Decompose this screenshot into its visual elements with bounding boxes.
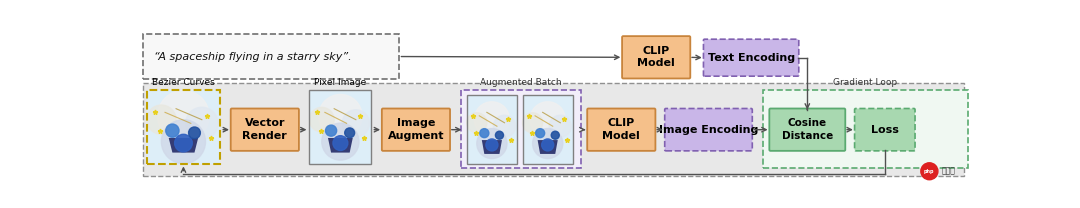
Bar — [309, 90, 372, 163]
Text: Image Encoding: Image Encoding — [659, 125, 758, 135]
Bar — [762, 90, 968, 168]
Text: Pixel Image: Pixel Image — [314, 78, 366, 87]
Circle shape — [494, 115, 515, 137]
Circle shape — [175, 134, 192, 152]
Circle shape — [542, 139, 554, 151]
Bar — [143, 83, 964, 176]
Circle shape — [345, 128, 354, 138]
FancyBboxPatch shape — [622, 36, 690, 78]
Circle shape — [550, 115, 571, 137]
Bar — [147, 90, 220, 163]
FancyBboxPatch shape — [588, 109, 656, 151]
Circle shape — [309, 107, 334, 132]
Circle shape — [474, 102, 510, 137]
Text: Loss: Loss — [870, 125, 899, 135]
Circle shape — [551, 131, 559, 139]
Text: Bezier Curves: Bezier Curves — [152, 78, 215, 87]
Text: Augmented Batch: Augmented Batch — [480, 78, 562, 87]
FancyBboxPatch shape — [769, 109, 846, 151]
Circle shape — [325, 125, 337, 136]
FancyBboxPatch shape — [382, 109, 450, 151]
Bar — [523, 95, 572, 164]
Circle shape — [530, 102, 565, 137]
FancyBboxPatch shape — [231, 109, 299, 151]
Text: CLIP
Model: CLIP Model — [637, 46, 675, 68]
Bar — [467, 95, 517, 164]
FancyBboxPatch shape — [703, 39, 799, 76]
Text: Gradient Loop: Gradient Loop — [834, 78, 897, 87]
Circle shape — [319, 94, 362, 137]
Polygon shape — [328, 138, 353, 153]
Circle shape — [921, 163, 937, 180]
FancyBboxPatch shape — [664, 109, 753, 151]
Text: “A spaceship flying in a starry sky”.: “A spaceship flying in a starry sky”. — [154, 52, 352, 62]
Circle shape — [536, 129, 544, 138]
Circle shape — [467, 113, 487, 133]
Polygon shape — [538, 140, 557, 154]
Bar — [309, 90, 372, 163]
Circle shape — [532, 129, 563, 158]
Text: Cosine
Distance: Cosine Distance — [782, 119, 833, 141]
Circle shape — [342, 110, 369, 137]
Circle shape — [333, 136, 348, 150]
Text: Image
Augment: Image Augment — [388, 119, 444, 141]
Circle shape — [165, 124, 179, 137]
Bar — [523, 95, 572, 164]
Text: Text Encoding: Text Encoding — [707, 53, 795, 63]
Text: php: php — [924, 169, 934, 174]
Bar — [467, 95, 517, 164]
Bar — [460, 90, 581, 168]
Text: Vector
Render: Vector Render — [242, 119, 287, 141]
Circle shape — [496, 131, 503, 139]
Text: CLIP
Model: CLIP Model — [603, 119, 640, 141]
Circle shape — [486, 139, 498, 151]
Circle shape — [189, 127, 201, 139]
Circle shape — [186, 107, 218, 139]
Circle shape — [161, 120, 205, 163]
Text: 中文网: 中文网 — [942, 167, 956, 176]
Circle shape — [480, 129, 489, 138]
Circle shape — [147, 105, 176, 134]
Polygon shape — [482, 140, 502, 154]
Circle shape — [523, 113, 542, 133]
FancyBboxPatch shape — [854, 109, 915, 151]
Bar — [147, 90, 220, 163]
Polygon shape — [168, 138, 198, 153]
Circle shape — [476, 129, 507, 158]
Bar — [143, 34, 399, 79]
Circle shape — [158, 90, 210, 142]
Circle shape — [322, 123, 359, 160]
